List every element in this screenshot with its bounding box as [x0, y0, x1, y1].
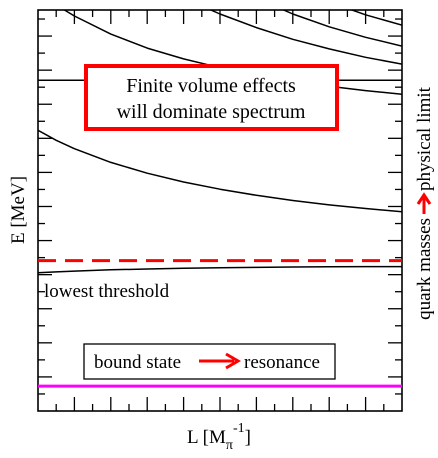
bound-state-label: bound state [94, 352, 181, 373]
right-label-quark-masses: quark masses [414, 218, 435, 320]
series-line-6 [349, 10, 402, 26]
x-axis-label-close: ] [245, 427, 251, 448]
finite-volume-box-line1: Finite volume effects [126, 75, 296, 97]
finite-volume-box: Finite volume effects will dominate spec… [84, 64, 339, 131]
finite-volume-box-line2: will dominate spectrum [117, 101, 306, 123]
right-side-label: quark masses physical limit [414, 86, 435, 320]
x-axis-label-sup: -1 [233, 421, 245, 436]
series-line-4 [209, 10, 402, 65]
x-axis-label-main: L [M [187, 427, 226, 448]
series-line-1 [38, 129, 402, 213]
x-axis-label-sub: π [226, 438, 233, 453]
finite-volume-box-frame [84, 64, 339, 131]
series-layer [38, 10, 402, 388]
series-line-5 [281, 10, 402, 47]
right-label-physical-limit: physical limit [414, 86, 435, 191]
resonance-label: resonance [244, 352, 320, 373]
right-arrow-icon [199, 352, 241, 370]
bound-state-box: bound state resonance [83, 343, 336, 380]
axis-ticks [38, 10, 402, 411]
x-axis-label: L [Mπ-1] [187, 421, 251, 453]
y-axis-label: E [MeV] [8, 176, 29, 244]
threshold-label: lowest threshold [44, 281, 170, 302]
up-arrow-icon [416, 192, 432, 214]
series-line-2 [38, 265, 402, 274]
